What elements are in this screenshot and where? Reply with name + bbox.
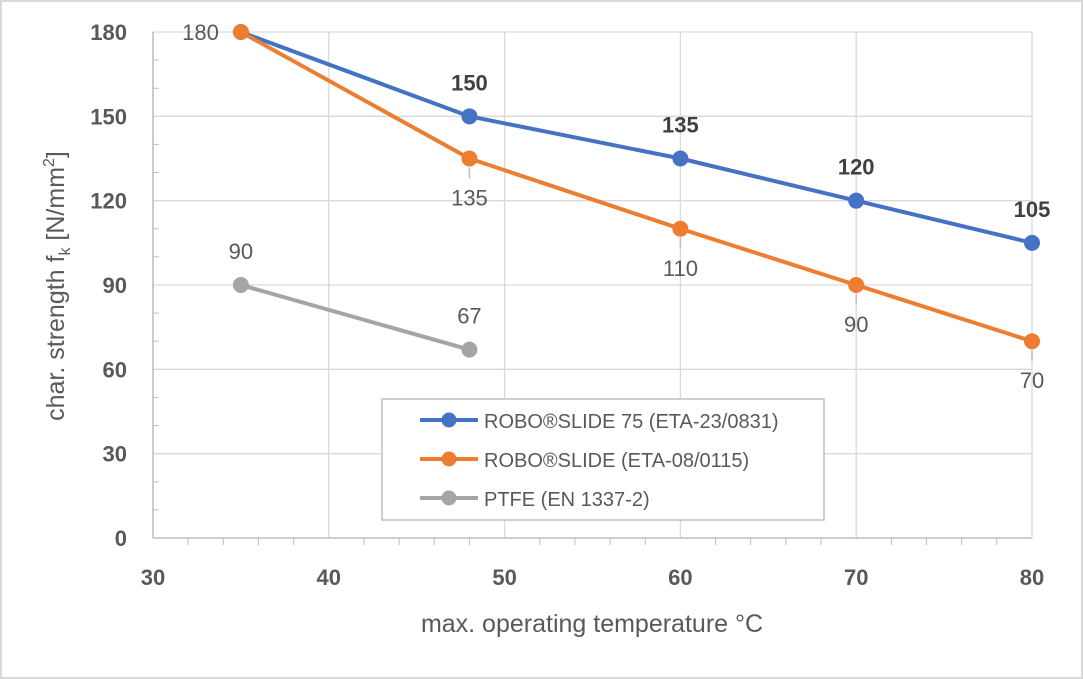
data-label: 110 xyxy=(663,256,698,281)
y-axis-title-unit-close: ] xyxy=(42,151,70,158)
x-tick-label: 60 xyxy=(668,565,692,590)
y-tick-label: 30 xyxy=(103,442,127,467)
data-label: 180 xyxy=(182,20,219,45)
data-point xyxy=(848,277,865,293)
data-point xyxy=(848,192,865,209)
y-axis-title-subscript: k xyxy=(57,247,74,256)
data-label: 150 xyxy=(451,70,488,95)
data-point xyxy=(461,108,478,125)
y-tick-label: 150 xyxy=(90,104,127,129)
y-tick-label: 90 xyxy=(103,273,127,298)
legend-marker xyxy=(441,412,457,428)
series-line xyxy=(240,283,470,352)
data-labels: 150 135 120 105 180 135 110 90 70 90 67 xyxy=(182,20,1050,393)
data-point xyxy=(1024,333,1040,350)
y-tick-label: 180 xyxy=(90,20,127,45)
data-label: 67 xyxy=(457,304,481,329)
data-label: 135 xyxy=(451,186,488,211)
data-point xyxy=(672,150,689,167)
y-axis-title-main: char. strength f xyxy=(42,255,70,420)
legend-label: ROBO®SLIDE 75 (ETA-23/0831) xyxy=(484,411,778,433)
series-layer xyxy=(232,24,1040,358)
y-tick-label: 60 xyxy=(103,357,127,382)
data-label: 70 xyxy=(1020,368,1044,393)
data-point xyxy=(232,277,249,293)
data-point xyxy=(461,341,478,358)
data-label: 105 xyxy=(1014,197,1051,222)
y-axis-title-unit: [N/mm xyxy=(42,167,70,248)
data-label: 120 xyxy=(838,155,875,180)
x-axis-title: max. operating temperature °C xyxy=(421,610,763,638)
x-tick-label: 30 xyxy=(141,565,165,590)
data-point xyxy=(232,24,249,40)
y-axis-title: char. strength fk [N/mm2] xyxy=(41,151,74,421)
legend-marker xyxy=(441,451,457,467)
x-tick-label: 50 xyxy=(492,565,516,590)
x-tick-label: 40 xyxy=(317,565,341,590)
data-label: 135 xyxy=(662,113,699,138)
axes: 0 30 60 90 120 150 180 30 40 50 60 70 80 xyxy=(90,20,1044,590)
legend-label: PTFE (EN 1337-2) xyxy=(484,489,650,511)
legend-label: ROBO®SLIDE (ETA-08/0115) xyxy=(484,450,749,472)
y-tick-label: 0 xyxy=(115,526,127,551)
x-tick-label: 80 xyxy=(1020,565,1044,590)
legend-marker xyxy=(441,490,457,506)
data-point xyxy=(1024,234,1040,251)
data-point xyxy=(672,220,689,237)
data-point xyxy=(461,150,478,167)
legend: ROBO®SLIDE 75 (ETA-23/0831) ROBO®SLIDE (E… xyxy=(381,398,825,521)
y-tick-label: 120 xyxy=(90,189,127,214)
x-tick-label: 70 xyxy=(844,565,868,590)
y-axis-title-superscript: 2 xyxy=(41,158,58,167)
data-label: 90 xyxy=(229,239,253,264)
data-label: 90 xyxy=(844,312,868,337)
